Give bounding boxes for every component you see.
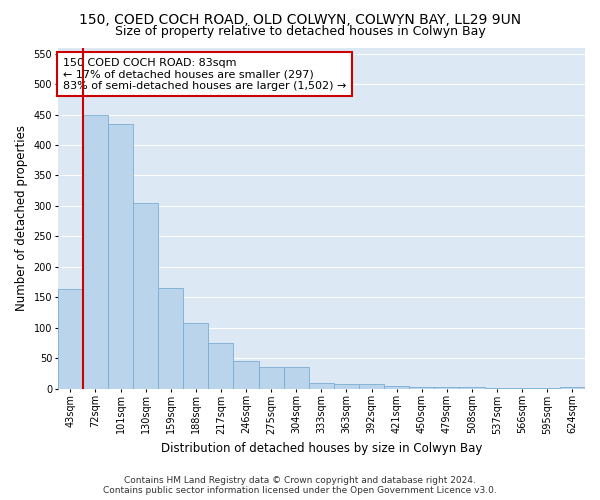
Bar (208, 343, 233, 388)
Bar (58, 290, 83, 388)
Bar (259, 368, 284, 388)
Bar (108, 124, 133, 388)
Bar (309, 383, 334, 388)
Text: Contains HM Land Registry data © Crown copyright and database right 2024.
Contai: Contains HM Land Registry data © Crown c… (103, 476, 497, 495)
Bar (183, 324, 208, 388)
Bar (83, 114, 108, 388)
Bar (560, 387, 585, 388)
Text: Size of property relative to detached houses in Colwyn Bay: Size of property relative to detached ho… (115, 25, 485, 38)
Bar (233, 361, 259, 388)
Bar (334, 384, 359, 388)
Bar (409, 387, 434, 388)
Bar (359, 384, 384, 388)
Bar (384, 386, 409, 388)
Y-axis label: Number of detached properties: Number of detached properties (15, 125, 28, 311)
Text: 150 COED COCH ROAD: 83sqm
← 17% of detached houses are smaller (297)
83% of semi: 150 COED COCH ROAD: 83sqm ← 17% of detac… (63, 58, 346, 91)
Text: 150, COED COCH ROAD, OLD COLWYN, COLWYN BAY, LL29 9UN: 150, COED COCH ROAD, OLD COLWYN, COLWYN … (79, 12, 521, 26)
Bar (158, 288, 183, 388)
Bar (284, 368, 309, 388)
Bar (133, 203, 158, 388)
X-axis label: Distribution of detached houses by size in Colwyn Bay: Distribution of detached houses by size … (161, 442, 482, 455)
